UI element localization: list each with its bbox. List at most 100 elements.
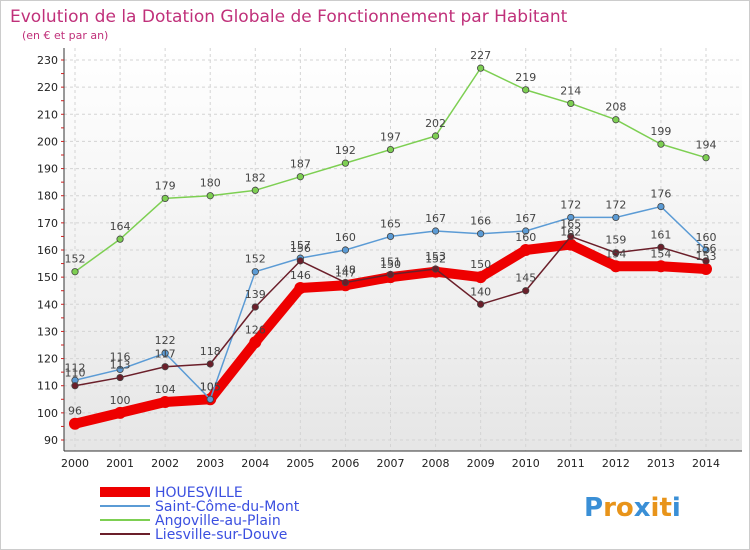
x-tick-label: 2003 — [196, 457, 224, 470]
data-label: 182 — [245, 171, 266, 184]
data-label: 161 — [650, 228, 671, 241]
y-tick-label: 120 — [37, 353, 58, 366]
x-tick-label: 2010 — [512, 457, 540, 470]
data-point — [116, 373, 124, 382]
data-label: 152 — [65, 253, 86, 266]
data-label: 150 — [380, 258, 401, 271]
legend-label: Liesville-sur-Douve — [155, 527, 287, 543]
data-label: 105 — [200, 380, 221, 393]
data-point — [341, 159, 350, 167]
y-tick-label: 210 — [37, 108, 58, 121]
data-label: 167 — [515, 212, 536, 225]
data-point — [251, 186, 259, 194]
data-label: 208 — [605, 101, 626, 114]
y-tick-label: 220 — [37, 81, 58, 94]
data-label: 160 — [696, 231, 717, 244]
logo-letter: P — [584, 493, 603, 523]
data-point — [296, 257, 304, 265]
data-point — [702, 257, 710, 265]
data-label: 145 — [515, 272, 536, 285]
data-label: 146 — [290, 269, 311, 282]
y-tick-label: 160 — [37, 244, 58, 257]
y-tick-label: 200 — [37, 135, 58, 148]
data-point — [477, 64, 485, 72]
logo-letter: x — [634, 493, 651, 523]
x-tick-label: 2007 — [377, 457, 405, 470]
data-point — [702, 154, 710, 162]
data-point — [116, 365, 124, 374]
data-label: 192 — [335, 144, 356, 157]
data-point — [386, 270, 395, 279]
y-tick-label: 150 — [37, 271, 58, 284]
data-label: 151 — [380, 255, 401, 268]
data-label: 96 — [68, 405, 82, 418]
data-point — [161, 349, 169, 357]
data-label: 202 — [425, 117, 446, 130]
logo-letter: r — [603, 493, 616, 523]
data-label: 156 — [696, 242, 717, 255]
data-point — [657, 140, 665, 148]
data-label: 167 — [425, 212, 446, 225]
data-label: 176 — [650, 188, 671, 201]
data-label: 187 — [290, 158, 311, 171]
data-point — [612, 116, 620, 124]
data-point — [567, 99, 575, 108]
data-label: 227 — [470, 49, 491, 62]
data-label: 157 — [290, 239, 311, 252]
data-point — [386, 232, 395, 241]
data-point — [159, 396, 172, 408]
chart-subtitle: (en € et par an) — [22, 29, 108, 42]
legend: HOUESVILLESaint-Côme-du-MontAngoville-au… — [100, 485, 300, 543]
y-tick-label: 100 — [37, 407, 58, 420]
data-label: 194 — [696, 139, 717, 152]
data-point — [612, 213, 620, 222]
data-label: 179 — [155, 179, 176, 192]
data-label: 118 — [200, 345, 221, 358]
x-tick-label: 2013 — [647, 457, 675, 470]
data-point — [251, 303, 259, 311]
data-point — [609, 260, 622, 273]
data-point — [114, 406, 127, 419]
data-label: 110 — [65, 367, 86, 380]
x-tick-label: 2006 — [331, 457, 359, 470]
y-tick-label: 170 — [37, 217, 58, 230]
data-label: 152 — [245, 253, 266, 266]
logo-letter: i — [651, 493, 660, 523]
data-point — [522, 86, 530, 94]
data-point — [206, 395, 214, 403]
data-label: 172 — [605, 198, 626, 211]
data-point — [612, 249, 620, 257]
data-point — [700, 263, 712, 275]
data-point — [567, 213, 575, 222]
data-point — [161, 194, 169, 203]
data-label: 165 — [380, 217, 401, 230]
data-label: 153 — [696, 250, 717, 263]
data-point — [71, 268, 79, 276]
y-tick-label: 190 — [37, 163, 58, 176]
data-label: 154 — [650, 247, 671, 260]
x-tick-label: 2001 — [106, 457, 134, 470]
data-point — [116, 235, 124, 243]
data-point — [386, 145, 395, 154]
data-label: 152 — [425, 253, 446, 266]
data-point — [341, 246, 350, 254]
data-point — [341, 278, 350, 287]
data-label: 159 — [605, 234, 626, 247]
data-label: 153 — [425, 250, 446, 263]
logo-letter: o — [616, 493, 634, 523]
data-label: 113 — [110, 359, 131, 372]
legend-label: HOUESVILLE — [155, 485, 243, 501]
data-label: 147 — [335, 266, 356, 279]
data-label: 197 — [380, 131, 401, 144]
data-point — [431, 132, 440, 140]
logo-letter: t — [659, 493, 671, 523]
logo-letter: i — [672, 493, 681, 523]
data-label: 100 — [110, 394, 131, 407]
proxiti-logo: Proxiti — [584, 493, 681, 523]
series-lines — [69, 64, 712, 430]
data-point — [519, 244, 532, 256]
data-label: 180 — [200, 177, 221, 190]
